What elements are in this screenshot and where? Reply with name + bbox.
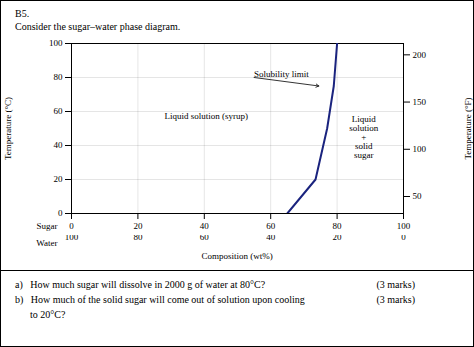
html-text:to 20°C?: to 20°C? (15, 309, 66, 320)
svg-text:80: 80 (54, 72, 64, 82)
svg-text:Liquid solution (syrup): Liquid solution (syrup) (164, 111, 248, 121)
html-text:(3 marks): (3 marks) (376, 279, 415, 290)
svg-text:0: 0 (401, 235, 406, 242)
svg-text:100: 100 (413, 144, 427, 154)
html-text:B5.: B5. (15, 8, 30, 19)
svg-text:60: 60 (200, 235, 210, 242)
svg-text:20: 20 (333, 235, 343, 242)
html-text:Consider the sugar–water phase: Consider the sugar–water phase diagram. (15, 21, 181, 32)
svg-text:Liquidsolution+solidsugar: Liquidsolution+solidsugar (349, 114, 379, 160)
svg-text:Temperature (°F): Temperature (°F) (463, 97, 473, 159)
svg-text:40: 40 (200, 221, 210, 231)
svg-text:0: 0 (69, 221, 74, 231)
svg-text:60: 60 (266, 221, 276, 231)
html-text:a) How much sugar will dissolv: a) How much sugar will dissolve in 2000 … (15, 279, 266, 290)
svg-text:0: 0 (58, 208, 63, 218)
html-text:b) How much of the solid sugar: b) How much of the solid sugar will come… (15, 294, 305, 305)
svg-text:80: 80 (333, 221, 343, 231)
svg-text:20: 20 (54, 174, 64, 184)
svg-text:Temperature (°C): Temperature (°C) (3, 97, 13, 160)
svg-text:Solubility limit: Solubility limit (254, 69, 309, 79)
html-text:(3 marks): (3 marks) (376, 294, 415, 305)
svg-text:100: 100 (397, 221, 411, 231)
svg-text:Water: Water (36, 238, 57, 248)
svg-text:20: 20 (133, 221, 143, 231)
svg-text:Sugar: Sugar (37, 221, 58, 231)
svg-text:40: 40 (54, 140, 64, 150)
svg-text:80: 80 (133, 235, 143, 242)
svg-text:100: 100 (49, 38, 63, 48)
svg-text:100: 100 (65, 235, 79, 242)
svg-text:60: 60 (54, 106, 64, 116)
html-text:Composition (wt%): Composition (wt%) (201, 251, 273, 261)
svg-text:50: 50 (413, 191, 423, 201)
svg-text:200: 200 (413, 50, 427, 60)
svg-text:150: 150 (413, 97, 427, 107)
svg-text:40: 40 (266, 235, 276, 242)
